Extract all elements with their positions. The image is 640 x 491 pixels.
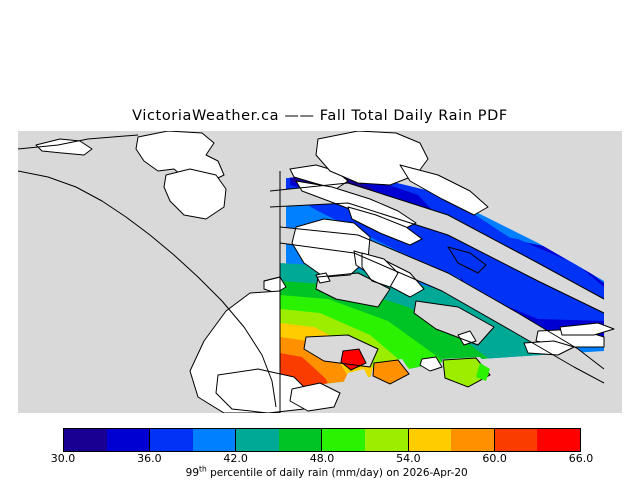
colorbar-tick-label: 66.0 [568, 452, 594, 465]
colorbar-tick-label: 36.0 [137, 452, 162, 465]
colorbar-segment [64, 429, 107, 451]
colorbar: 30.0 36.0 42.0 48.0 54.0 60.0 66.0 [0, 420, 640, 480]
colorbar-tick-label: 60.0 [482, 452, 507, 465]
colorbar-caption: 99th percentile of daily rain (mm/day) o… [0, 455, 640, 491]
island-orange [372, 359, 410, 385]
colorbar-segment [537, 429, 580, 451]
coastline-layer [18, 134, 605, 413]
island-red [340, 348, 367, 371]
colorbar-tick-label: 30.0 [50, 452, 76, 465]
page-title: VictoriaWeather.ca —— Fall Total Daily R… [132, 108, 508, 124]
colorbar-ticks: 30.0 36.0 42.0 48.0 54.0 60.0 66.0 [0, 452, 640, 466]
colorbar-segment [278, 429, 323, 451]
colorbar-segment [451, 429, 495, 451]
colorbar-segment [322, 429, 366, 451]
colorbar-segment [106, 429, 151, 451]
island-green-tip [476, 363, 490, 381]
band-orange [280, 337, 364, 389]
caption-rest: percentile of daily rain (mm/day) on 202… [206, 467, 468, 479]
colorbar-segment [236, 429, 279, 451]
colorbar-tick-label: 42.0 [223, 452, 248, 465]
colorbar-segment [408, 429, 452, 451]
colorbar-segment [150, 429, 193, 451]
colorbar-segment [365, 429, 409, 451]
map-panel[interactable] [18, 131, 622, 413]
water-layer [35, 131, 615, 413]
map-canvas[interactable] [18, 131, 622, 413]
caption-percentile-suffix: th [199, 464, 207, 474]
colorbar-tick-label: 48.0 [309, 452, 335, 465]
colorbar-strip[interactable] [63, 428, 581, 452]
caption-percentile-number: 99 [185, 467, 200, 479]
weather-map-page: VictoriaWeather.ca —— Fall Total Daily R… [0, 108, 640, 480]
band-red-orange [280, 353, 338, 389]
colorbar-segment [494, 429, 538, 451]
colorbar-tick-label: 54.0 [396, 452, 421, 465]
colorbar-segment [192, 429, 237, 451]
island-patches [340, 348, 491, 388]
island-yellow-green [442, 357, 491, 388]
